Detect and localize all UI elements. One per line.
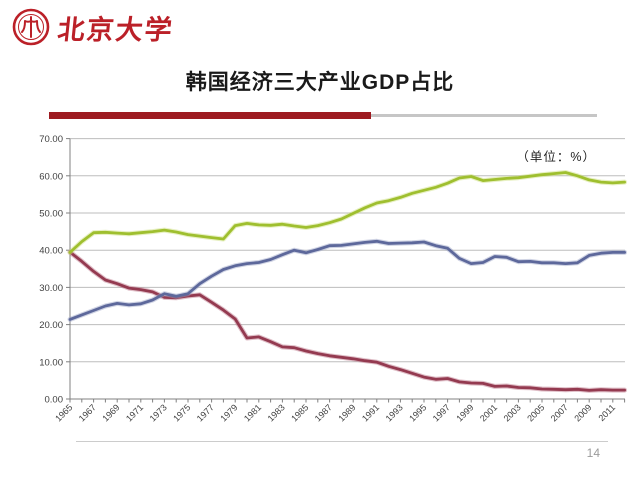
divider-red-bar (49, 112, 371, 119)
y-axis-label: 40.00 (39, 246, 63, 257)
x-axis-label: 1975 (171, 402, 192, 423)
x-axis-label: 1989 (336, 402, 357, 423)
divider-gray-bar (371, 114, 597, 117)
line-dark-red (68, 250, 626, 392)
y-axis-label: 60.00 (39, 171, 63, 182)
x-axis-label: 1979 (218, 402, 239, 423)
x-axis-label: 1999 (454, 402, 475, 423)
x-axis-label: 1981 (242, 402, 263, 423)
footer-line (76, 441, 608, 442)
line-dark-red-halo (67, 249, 628, 393)
y-axis-label: 20.00 (39, 320, 63, 331)
y-axis-label: 70.00 (39, 134, 63, 145)
x-axis-label: 1983 (266, 402, 287, 423)
x-axis-label: 1973 (148, 402, 169, 423)
x-axis-label: 1971 (124, 402, 145, 423)
line-blue-gray-halo (67, 238, 628, 322)
unit-label: （单位：%） (516, 150, 596, 164)
x-axis-label: 2009 (572, 402, 593, 423)
title-divider (49, 112, 609, 120)
x-axis-label: 2005 (525, 402, 546, 423)
y-axis-label: 50.00 (39, 209, 63, 220)
x-axis-label: 1987 (313, 402, 334, 423)
x-axis-label: 1991 (360, 402, 381, 423)
x-axis-label: 2003 (502, 402, 523, 423)
x-axis-label: 1967 (77, 402, 98, 423)
page-title: 韩国经济三大产业GDP占比 (185, 71, 455, 94)
line-yellow-green (68, 171, 626, 254)
header: 北京大学 (12, 6, 175, 48)
x-axis-label: 1977 (195, 402, 216, 423)
x-axis-label: 1997 (431, 402, 452, 423)
line-yellow-green-halo (67, 170, 628, 255)
y-axis-label: 30.00 (39, 283, 63, 294)
y-axis-label: 10.00 (39, 357, 63, 368)
x-axis-label: 2007 (549, 402, 570, 423)
y-axis-label: 0.00 (45, 395, 64, 406)
x-axis-label: 1965 (53, 402, 74, 423)
x-axis-label: 1969 (100, 402, 121, 423)
x-axis-label: 1985 (289, 402, 310, 423)
page-number: 14 (586, 446, 600, 460)
x-axis-label: 2001 (478, 402, 499, 423)
pku-seal-icon (12, 8, 50, 46)
x-axis-label: 1995 (407, 402, 428, 423)
line-blue-gray (68, 239, 626, 321)
x-axis-label: 1993 (384, 402, 405, 423)
x-axis-label: 2011 (596, 402, 617, 423)
